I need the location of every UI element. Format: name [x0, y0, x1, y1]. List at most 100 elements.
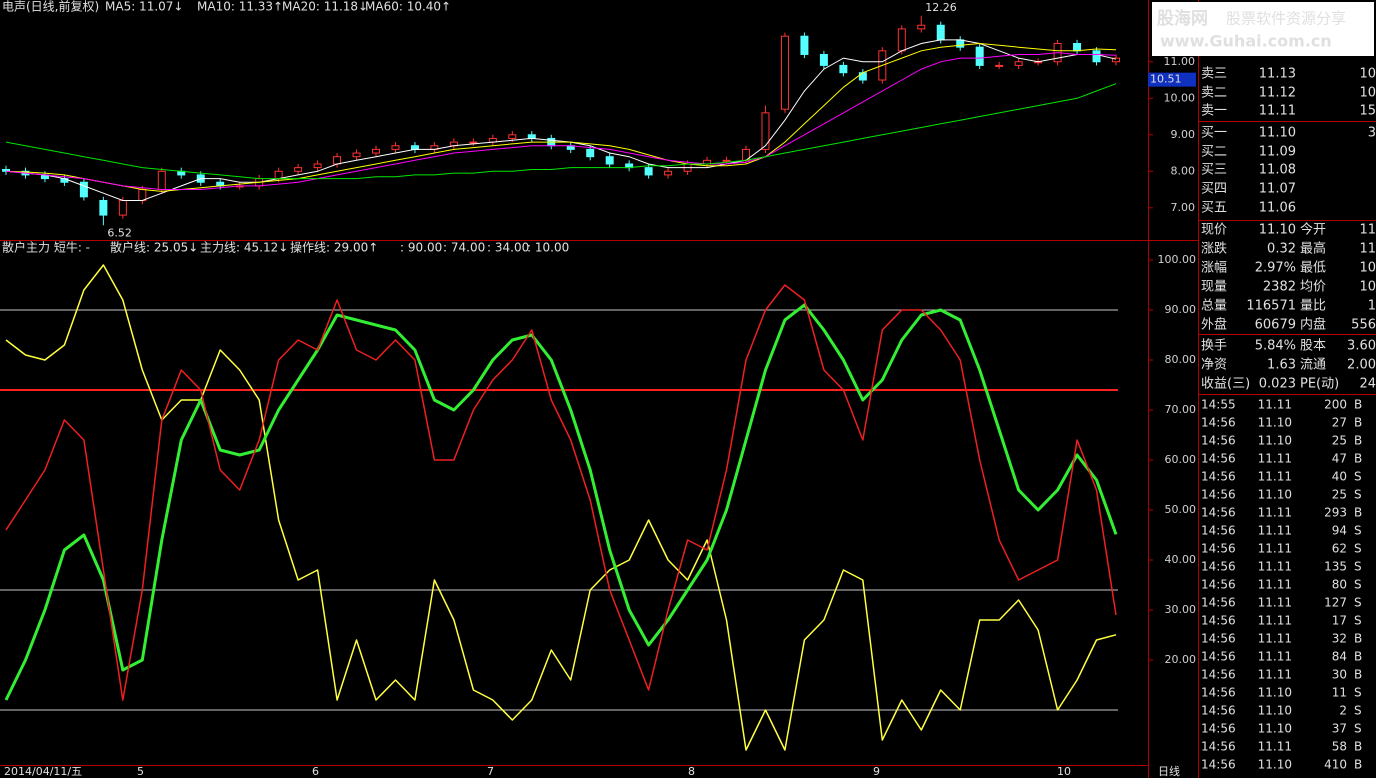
stat-value: 0.32: [1267, 242, 1296, 257]
book-label: 卖一: [1201, 104, 1227, 119]
watermark: 股海网 股票软件资源分享 www.Guhai.com.cn: [1152, 2, 1374, 56]
stat-value: 5.84%: [1255, 339, 1296, 354]
trade-side: S: [1354, 614, 1362, 628]
candle-body: [722, 159, 731, 162]
trade-price: 11.10: [1258, 488, 1292, 502]
trade-time: 14:56: [1201, 740, 1236, 754]
y-tick-label: 90.00: [1165, 303, 1197, 316]
indicator-axis: 20.00 30.00 40.00 50.00 60.00 70.00 80.00 90.00…: [1148, 253, 1196, 666]
indicator-line: [5, 284, 1117, 701]
book-label: 买二: [1201, 145, 1227, 160]
trade-volume: 58: [1332, 740, 1347, 754]
candle-body: [839, 64, 848, 74]
book-label: 买三: [1201, 163, 1227, 178]
stat-value: 2.00: [1347, 358, 1376, 373]
book-price: 11.07: [1259, 182, 1296, 197]
y-tick-label: 7.00: [1171, 201, 1196, 214]
trade-side: B: [1354, 416, 1362, 430]
book-label: 买一: [1201, 126, 1227, 141]
book-price: 11.13: [1259, 67, 1296, 82]
stat-label: 内盘: [1300, 317, 1326, 333]
candle-body: [917, 24, 926, 30]
reference-label: : 90.00: [400, 241, 442, 255]
y-tick-label: 20.00: [1165, 653, 1197, 666]
trade-time: 14:56: [1201, 686, 1236, 700]
book-volume: 15: [1359, 104, 1376, 119]
candle-body: [858, 72, 867, 81]
trade-volume: 32: [1332, 632, 1347, 646]
candle-body: [313, 163, 322, 169]
trade-time: 14:56: [1201, 416, 1236, 430]
trade-volume: 27: [1332, 416, 1347, 430]
indicator-title: 散户主力 短牛: -: [2, 240, 90, 255]
trade-side: S: [1354, 542, 1362, 556]
trade-price: 11.10: [1258, 686, 1292, 700]
x-tick-label: 10: [1057, 765, 1071, 778]
trade-side: S: [1354, 488, 1362, 502]
legend-entry: 主力线: 45.12↓: [200, 241, 288, 255]
trade-price: 11.10: [1258, 704, 1292, 718]
trade-time: 14:56: [1201, 434, 1236, 448]
book-volume: 10: [1359, 86, 1376, 101]
stat-label: 涨跌: [1201, 241, 1227, 257]
trade-time: 14:56: [1201, 704, 1236, 718]
trade-price: 11.11: [1258, 650, 1292, 664]
y-tick-label: 9.00: [1171, 128, 1196, 141]
legend-entry: 散户线: 25.05↓: [110, 240, 198, 255]
trade-time: 14:56: [1201, 578, 1236, 592]
trade-time: 14:56: [1201, 524, 1236, 538]
trade-volume: 293: [1324, 506, 1347, 520]
candle-body: [586, 148, 595, 158]
indicator-line: [4, 303, 1118, 701]
candle-body: [391, 145, 400, 150]
candle-body: [99, 199, 108, 216]
stat-value: 24: [1359, 377, 1376, 392]
indicator-line: [5, 264, 1117, 751]
candle-body: [897, 28, 906, 52]
trade-volume: 2: [1339, 704, 1347, 718]
book-volume: 3: [1368, 126, 1376, 141]
trade-side: S: [1354, 722, 1362, 736]
y-tick-label: 100.00: [1158, 253, 1197, 266]
trade-time: 14:56: [1201, 668, 1236, 682]
x-tick-label: 8: [688, 765, 695, 778]
stat-value: 0.023: [1259, 377, 1296, 392]
legend-entry: MA5: 11.07↓: [105, 0, 183, 14]
trade-price: 11.11: [1258, 542, 1292, 556]
trade-time: 14:55: [1201, 398, 1236, 412]
candle-body: [2, 168, 10, 172]
candle-body: [157, 170, 166, 191]
stat-label: 量比: [1300, 299, 1326, 314]
trade-price: 11.11: [1258, 560, 1292, 574]
book-label: 买四: [1201, 182, 1227, 197]
stat-value: 11.10: [1259, 223, 1296, 238]
trade-time: 14:56: [1201, 470, 1236, 484]
trade-volume: 25: [1332, 488, 1347, 502]
legend-entry: MA20: 11.18↓: [282, 0, 368, 14]
trade-price: 11.11: [1258, 668, 1292, 682]
trade-price: 11.11: [1258, 398, 1292, 412]
trade-volume: 84: [1332, 650, 1347, 664]
candle-body: [1014, 61, 1023, 66]
price-axis: 7.00 8.00 9.00 10.00 11.00: [1148, 55, 1195, 214]
candle-body: [819, 53, 828, 66]
stat-value: 11: [1359, 242, 1376, 257]
trade-side: S: [1354, 560, 1362, 574]
book-price: 11.10: [1259, 126, 1296, 141]
candle-body: [1073, 43, 1082, 52]
reference-label: : 10.00: [527, 241, 569, 255]
reference-label: : 74.00: [443, 241, 485, 255]
ma-line: [5, 83, 1117, 180]
candle-body: [294, 167, 303, 172]
book-price: 11.12: [1259, 86, 1296, 101]
y-tick-label: 8.00: [1171, 164, 1196, 177]
stat-value: 11: [1359, 223, 1376, 238]
trade-side: S: [1354, 686, 1362, 700]
stat-label: 总量: [1201, 299, 1227, 314]
ma-line: [5, 39, 1117, 201]
trade-volume: 11: [1332, 686, 1347, 700]
trade-volume: 200: [1324, 398, 1347, 412]
trade-side: S: [1354, 470, 1362, 484]
trade-price: 11.11: [1258, 596, 1292, 610]
